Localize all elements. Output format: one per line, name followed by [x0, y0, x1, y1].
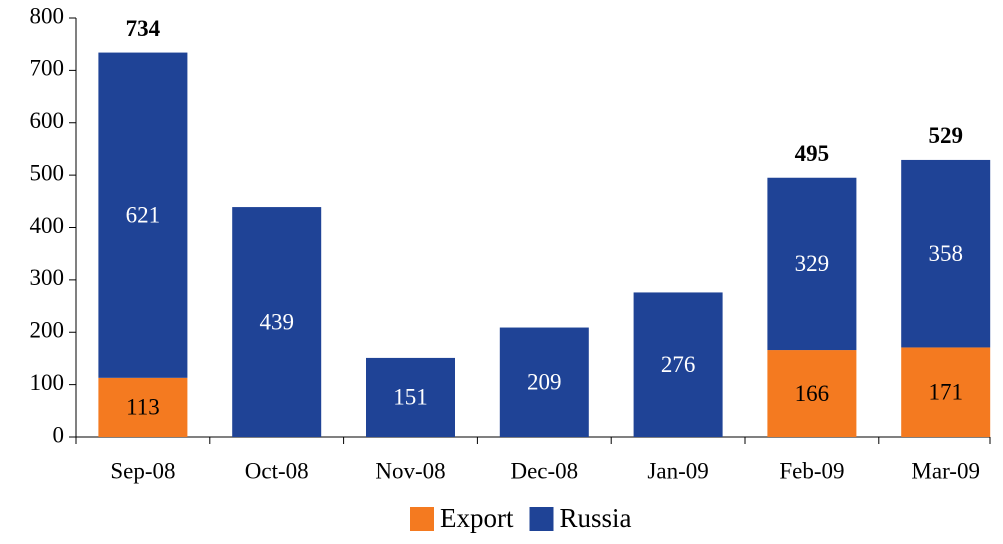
bar-segment	[98, 52, 188, 378]
bar-segment	[98, 377, 188, 437]
x-tick-label: Sep-08	[110, 458, 175, 483]
x-tick-label: Nov-08	[375, 458, 445, 483]
x-tick-label: Oct-08	[245, 458, 309, 483]
bar-segment	[901, 159, 991, 348]
x-tick-label: Feb-09	[779, 458, 844, 483]
x-tick-label: Jan-09	[647, 458, 708, 483]
total-label: 495	[795, 141, 830, 166]
x-tick-label: Mar-09	[911, 458, 980, 483]
value-label: 329	[795, 251, 830, 276]
y-tick-label: 500	[30, 160, 65, 185]
value-label: 166	[795, 381, 830, 406]
y-tick-label: 300	[30, 265, 65, 290]
legend-label: Russia	[560, 503, 632, 533]
value-label: 171	[928, 380, 963, 405]
value-label: 151	[393, 385, 428, 410]
y-tick-label: 700	[30, 56, 65, 81]
y-tick-label: 600	[30, 108, 65, 133]
value-label: 113	[126, 395, 160, 420]
value-label: 209	[527, 370, 562, 395]
legend-swatch	[410, 507, 434, 531]
legend-label: Export	[440, 503, 514, 533]
value-label: 358	[928, 241, 963, 266]
x-tick-label: Dec-08	[510, 458, 578, 483]
value-label: 276	[661, 352, 696, 377]
bar-segment	[767, 177, 857, 351]
value-label: 439	[259, 309, 294, 334]
total-label: 529	[928, 123, 963, 148]
value-label: 621	[126, 202, 161, 227]
y-tick-label: 0	[53, 422, 65, 447]
y-tick-label: 100	[30, 370, 65, 395]
legend-swatch	[529, 507, 554, 531]
total-label: 734	[126, 16, 161, 41]
bar-segment	[633, 292, 723, 437]
y-tick-label: 200	[30, 318, 65, 343]
bar-segment	[901, 347, 991, 437]
bar-segment	[767, 350, 857, 437]
bar-segment	[232, 207, 322, 437]
y-tick-label: 800	[30, 3, 65, 28]
bar-segment	[366, 357, 455, 437]
y-tick-label: 400	[30, 213, 65, 238]
bar-segment	[499, 327, 589, 437]
